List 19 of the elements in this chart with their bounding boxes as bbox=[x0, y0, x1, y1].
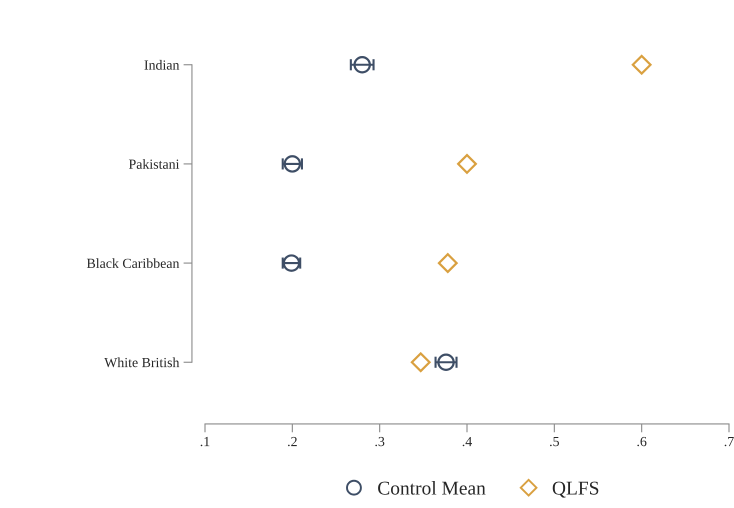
x-tick-label: .6 bbox=[637, 436, 646, 446]
x-tick-label: .4 bbox=[462, 436, 472, 446]
x-tick-label: .3 bbox=[375, 436, 384, 446]
point bbox=[438, 253, 458, 274]
y-tick-label: White British bbox=[104, 357, 180, 368]
legend-label: Control Mean bbox=[378, 481, 486, 495]
y-tick-label: Black Caribbean bbox=[86, 258, 180, 268]
point bbox=[457, 154, 477, 174]
point bbox=[353, 56, 371, 74]
x-tick-label: .1 bbox=[200, 436, 210, 446]
x-tick-label: .7 bbox=[724, 436, 734, 446]
x-tick-label: .5 bbox=[550, 436, 559, 446]
x-tick-label: .2 bbox=[288, 436, 297, 446]
point bbox=[632, 54, 652, 75]
point bbox=[437, 354, 455, 371]
point bbox=[410, 352, 431, 372]
legend-label: QLFS bbox=[552, 482, 598, 498]
y-tick-label: Pakistani bbox=[128, 159, 180, 169]
y-tick-label: Indian bbox=[144, 60, 180, 70]
